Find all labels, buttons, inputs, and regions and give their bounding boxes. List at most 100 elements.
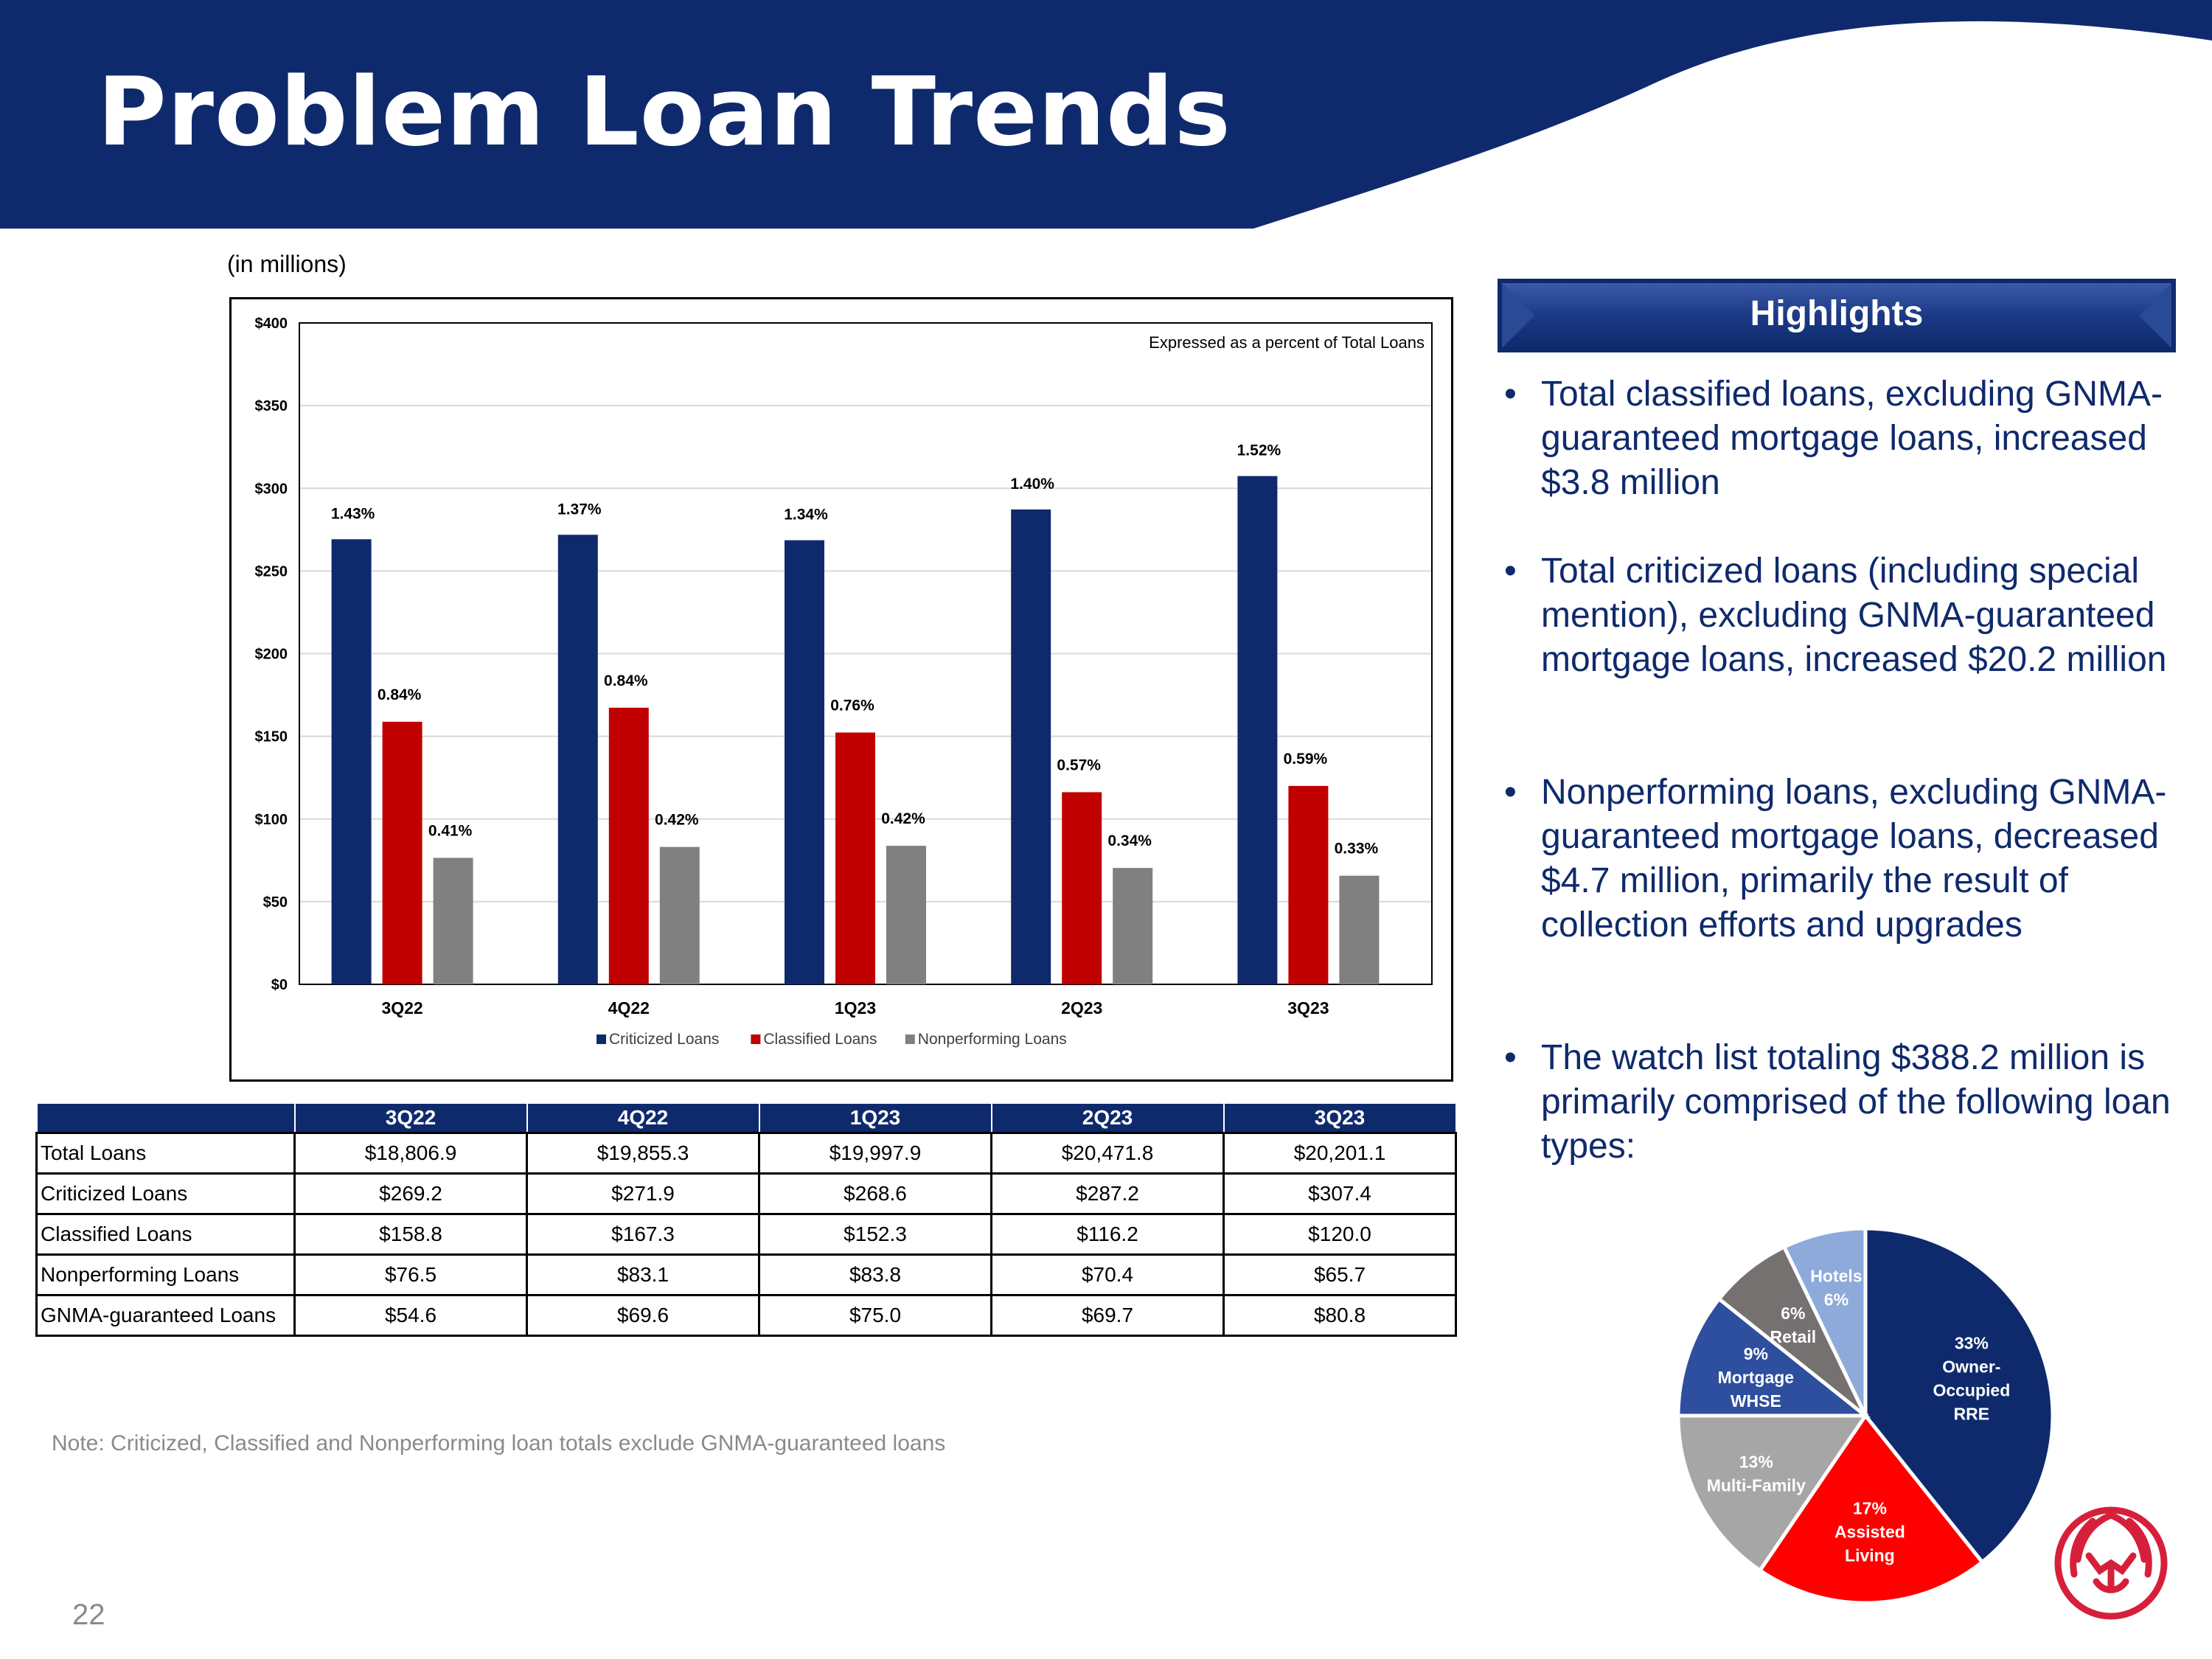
- x-tick-label: 3Q22: [381, 998, 422, 1018]
- bar-classified-loans: [382, 721, 422, 984]
- bullet-icon: •: [1504, 552, 1517, 591]
- bar-classified-loans: [835, 732, 875, 984]
- table-cell: $20,201.1: [1222, 1132, 1457, 1175]
- highlight-bullet-4: • The watch list totaling $388.2 million…: [1504, 1036, 2190, 1169]
- y-tick-label: $50: [263, 894, 288, 911]
- bar-data-label: 0.42%: [881, 810, 925, 827]
- pie-slice-label: 9% Mortgage WHSE: [1718, 1344, 1795, 1411]
- table-cell: $152.3: [758, 1213, 992, 1256]
- table-header-cell: 2Q23: [990, 1102, 1225, 1134]
- bar-criticized-loans: [1011, 509, 1051, 984]
- bar-data-label: 1.52%: [1237, 442, 1281, 459]
- legend-swatch: [597, 1034, 606, 1044]
- bar-nonperforming-loans: [1113, 868, 1153, 984]
- bar-classified-loans: [1062, 792, 1102, 984]
- pie-slice: [1676, 1413, 1869, 1573]
- pie-slice-label: 33% Owner-Occupied RRE: [1933, 1334, 2010, 1424]
- legend-label: Criticized Loans: [609, 1031, 719, 1048]
- table-cell: $19,997.9: [758, 1132, 992, 1175]
- table-header-cell: 1Q23: [758, 1102, 992, 1134]
- bar-nonperforming-loans: [433, 858, 473, 984]
- table-cell: $19,855.3: [526, 1132, 760, 1175]
- table-header-cell: 3Q23: [1222, 1102, 1457, 1134]
- table-cell: $65.7: [1222, 1253, 1457, 1296]
- page-number: 22: [72, 1599, 105, 1631]
- y-tick-label: $100: [255, 812, 288, 828]
- bar-data-label: 1.34%: [784, 507, 828, 524]
- bar-criticized-loans: [331, 539, 372, 984]
- table-cell: $158.8: [293, 1213, 528, 1256]
- pie-slice: [1863, 1226, 2055, 1565]
- y-tick-label: $200: [255, 647, 288, 663]
- table-cell: $269.2: [293, 1172, 528, 1215]
- legend-label: Classified Loans: [763, 1031, 877, 1048]
- table-cell: $307.4: [1222, 1172, 1457, 1215]
- bar-data-label: 0.84%: [378, 686, 422, 703]
- table-cell: $70.4: [990, 1253, 1225, 1296]
- footnote: Note: Criticized, Classified and Nonperf…: [52, 1431, 946, 1455]
- bullet-icon: •: [1504, 375, 1517, 414]
- row-label: Criticized Loans: [35, 1172, 296, 1215]
- bar-classified-loans: [1288, 785, 1329, 984]
- y-tick-label: $150: [255, 729, 288, 745]
- bar-classified-loans: [608, 707, 649, 984]
- row-label: GNMA-guaranteed Loans: [35, 1294, 296, 1337]
- bullet-text: Total classified loans, excluding GNMA-g…: [1541, 375, 2163, 502]
- row-label: Classified Loans: [35, 1213, 296, 1256]
- pie-slice-label: Hotels 6%: [1810, 1267, 1862, 1310]
- x-tick-label: 2Q23: [1061, 998, 1102, 1018]
- loan-type-pie-chart: 33% Owner-Occupied RRE 17% Assisted Living 13%…: [1676, 1226, 2055, 1605]
- row-label: Nonperforming Loans: [35, 1253, 296, 1296]
- row-label: Total Loans: [35, 1132, 296, 1175]
- legend-swatch: [905, 1034, 915, 1044]
- table-cell: $287.2: [990, 1172, 1225, 1215]
- bullet-text: The watch list totaling $388.2 million i…: [1541, 1038, 2171, 1166]
- pie-slice-label: 17% Assisted Living: [1834, 1498, 1905, 1565]
- bar-data-label: 0.34%: [1107, 832, 1152, 849]
- highlights-title: Highlights: [1750, 294, 1924, 333]
- bar-data-label: 0.59%: [1284, 751, 1328, 768]
- bar-nonperforming-loans: [1339, 875, 1380, 984]
- bar-chart-frame: $0 $50 $100 $150 $200 $250 $300 $350 $400 Express…: [229, 297, 1453, 1082]
- bar-criticized-loans: [557, 535, 598, 984]
- header-band: [0, 0, 2212, 229]
- bar-criticized-loans: [1237, 476, 1278, 984]
- table-cell: $69.6: [526, 1294, 760, 1337]
- highlight-bullet-2: • Total criticized loans (including spec…: [1504, 549, 2190, 682]
- pie-slice: [1676, 1296, 1871, 1418]
- table-cell: $75.0: [758, 1294, 992, 1337]
- table-cell: $76.5: [293, 1253, 528, 1296]
- table-cell: $116.2: [990, 1213, 1225, 1256]
- bullet-text: Nonperforming loans, excluding GNMA-guar…: [1541, 773, 2167, 945]
- y-tick-label: $400: [255, 316, 288, 332]
- legend-swatch: [751, 1034, 761, 1044]
- bar-data-label: 1.43%: [331, 505, 375, 522]
- bar-nonperforming-loans: [886, 846, 926, 984]
- table-cell: $268.6: [758, 1172, 992, 1215]
- bar-data-label: 1.37%: [557, 501, 602, 518]
- table-cell: $69.7: [990, 1294, 1225, 1337]
- table-cell: $18,806.9: [293, 1132, 528, 1175]
- y-tick-label: $0: [271, 977, 288, 993]
- table-row: Classified Loans $158.8 $167.3 $152.3 $1…: [35, 1213, 1457, 1256]
- table-row: Nonperforming Loans $76.5 $83.1 $83.8 $7…: [35, 1253, 1457, 1296]
- table-row: Total Loans $18,806.9 $19,855.3 $19,997.…: [35, 1132, 1457, 1175]
- highlight-bullet-3: • Nonperforming loans, excluding GNMA-gu…: [1504, 771, 2190, 947]
- table-header-row: 3Q22 4Q22 1Q23 2Q23 3Q23: [35, 1102, 1457, 1134]
- bar-nonperforming-loans: [659, 846, 700, 984]
- bullet-icon: •: [1504, 773, 1517, 812]
- table-cell: $83.1: [526, 1253, 760, 1296]
- page-title: Problem Loan Trends: [97, 58, 1231, 167]
- table-row: GNMA-guaranteed Loans $54.6 $69.6 $75.0 …: [35, 1294, 1457, 1337]
- table-cell: $120.0: [1222, 1213, 1457, 1256]
- y-tick-label: $350: [255, 398, 288, 414]
- table-cell: $167.3: [526, 1213, 760, 1256]
- bar-data-label: 0.41%: [428, 822, 473, 839]
- table-row: Criticized Loans $269.2 $271.9 $268.6 $2…: [35, 1172, 1457, 1215]
- y-tick-label: $250: [255, 563, 288, 580]
- bar-chart: $0 $50 $100 $150 $200 $250 $300 $350 $400 Express…: [255, 316, 1433, 1048]
- table-cell: $83.8: [758, 1253, 992, 1296]
- bullet-text: Total criticized loans (including specia…: [1541, 552, 2167, 679]
- bar-data-label: 0.76%: [830, 697, 874, 714]
- pie-slice-label: 13% Multi-Family: [1707, 1452, 1806, 1495]
